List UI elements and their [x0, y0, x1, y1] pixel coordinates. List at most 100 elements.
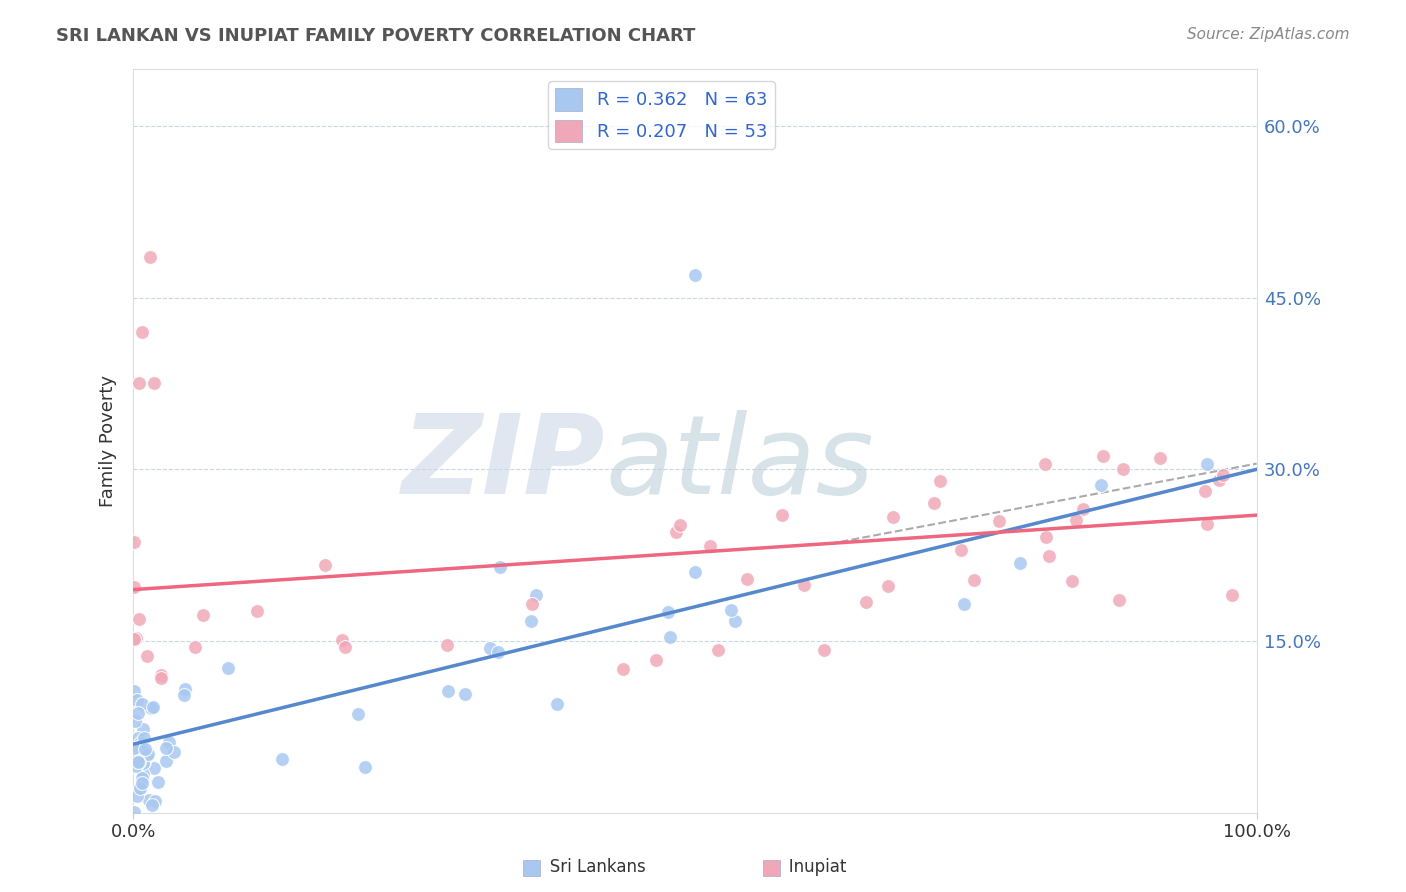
Point [131, 739, 153, 754]
Point [1212, 468, 1234, 483]
Text: SRI LANKAN VS INUPIAT FAMILY POVERTY CORRELATION CHART: SRI LANKAN VS INUPIAT FAMILY POVERTY COR… [56, 27, 696, 45]
Point [135, 648, 157, 663]
Point [724, 614, 747, 628]
Text: Sri Lankans: Sri Lankans [534, 858, 645, 876]
Point [479, 640, 502, 655]
Point [131, 325, 153, 339]
Point [922, 496, 945, 510]
Point [1062, 574, 1084, 589]
Point [645, 653, 668, 667]
Point [128, 780, 150, 795]
Point [520, 614, 543, 628]
Point [770, 508, 793, 522]
Point [436, 638, 458, 652]
Point [132, 756, 155, 771]
Point [141, 797, 163, 812]
Point [1073, 502, 1095, 516]
Point [125, 789, 148, 803]
Point [1220, 588, 1243, 602]
Point [1197, 516, 1219, 531]
Point [950, 542, 973, 557]
Point [929, 475, 952, 489]
Point [157, 735, 180, 749]
Point [142, 699, 165, 714]
Point [135, 748, 157, 763]
Point [1108, 593, 1130, 607]
Point [546, 697, 568, 711]
Point [735, 572, 758, 586]
Point [127, 731, 149, 745]
Text: Inupiat: Inupiat [773, 858, 846, 876]
Point [335, 640, 357, 654]
Point [124, 805, 146, 819]
Point [793, 578, 815, 592]
Point [855, 595, 877, 609]
Point [146, 775, 169, 789]
Point [330, 632, 353, 647]
Point [132, 755, 155, 769]
Point [142, 761, 165, 775]
Text: Source: ZipAtlas.com: Source: ZipAtlas.com [1187, 27, 1350, 42]
Point [1092, 449, 1115, 463]
Point [129, 780, 152, 795]
Point [707, 642, 730, 657]
Point [184, 640, 207, 655]
Point [1090, 478, 1112, 492]
Point [191, 608, 214, 623]
Point [139, 251, 162, 265]
Point [246, 604, 269, 618]
Point [124, 684, 146, 698]
Point [217, 661, 239, 675]
Legend: R = 0.362   N = 63, R = 0.207   N = 53: R = 0.362 N = 63, R = 0.207 N = 53 [548, 81, 775, 149]
Point [1194, 484, 1216, 499]
Point [963, 574, 986, 588]
Point [988, 514, 1011, 528]
Point [128, 756, 150, 770]
Point [683, 565, 706, 579]
Point [124, 535, 146, 549]
Point [1035, 530, 1057, 544]
Point [486, 645, 509, 659]
Point [131, 776, 153, 790]
Point [125, 693, 148, 707]
Point [353, 760, 375, 774]
Point [659, 630, 682, 644]
Point [612, 662, 634, 676]
Point [952, 597, 974, 611]
Point [699, 539, 721, 553]
Point [128, 736, 150, 750]
Point [124, 714, 146, 728]
Point [142, 376, 165, 391]
Point [131, 772, 153, 786]
Point [1033, 457, 1056, 471]
Point [882, 510, 904, 524]
Point [683, 268, 706, 282]
Point [125, 758, 148, 772]
Point [668, 518, 690, 533]
Point [720, 603, 742, 617]
Point [155, 741, 177, 756]
Point [488, 559, 510, 574]
Y-axis label: Family Poverty: Family Poverty [100, 375, 117, 507]
Point [134, 742, 156, 756]
Point [657, 605, 679, 619]
Point [125, 631, 148, 645]
Point [138, 793, 160, 807]
Point [128, 376, 150, 391]
Point [876, 579, 898, 593]
Point [127, 755, 149, 769]
Point [271, 751, 294, 765]
Text: ZIP: ZIP [402, 409, 605, 516]
Point [173, 689, 195, 703]
Point [124, 741, 146, 756]
Point [155, 754, 177, 768]
Point [347, 707, 370, 722]
Point [1064, 513, 1087, 527]
Point [163, 745, 186, 759]
Point [454, 687, 477, 701]
Point [173, 682, 195, 697]
Point [813, 643, 835, 657]
Point [131, 698, 153, 712]
Point [124, 632, 146, 647]
Point [131, 722, 153, 736]
